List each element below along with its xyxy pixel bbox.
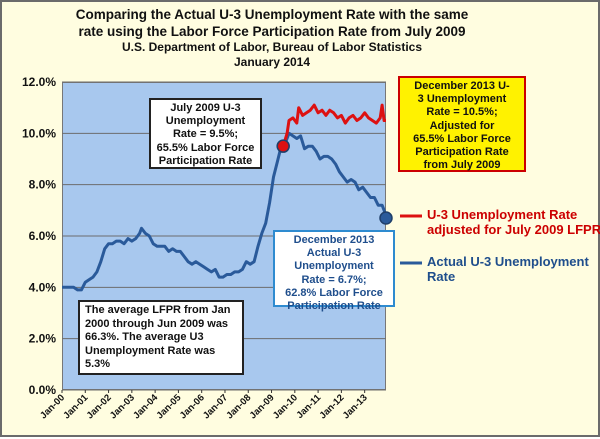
annotation-dec-2013-adjusted: December 2013 U- 3 Unemployment Rate = 1… bbox=[398, 76, 526, 172]
annotation-dec-2013-actual: December 2013 Actual U-3 Unemployment Ra… bbox=[273, 230, 395, 312]
series-line-adjusted bbox=[281, 103, 386, 147]
x-tick-label: Jan-10 bbox=[271, 392, 300, 421]
x-tick-label: Jan-07 bbox=[201, 392, 230, 421]
y-tick-label: 12.0% bbox=[22, 75, 56, 89]
x-tick-label: Jan-02 bbox=[85, 392, 114, 421]
chart-subtitle-date: January 2014 bbox=[233, 55, 311, 69]
y-tick-label: 10.0% bbox=[22, 126, 56, 140]
chart-title: Comparing the Actual U-3 Unemployment Ra… bbox=[75, 7, 469, 39]
x-tick-label: Jan-06 bbox=[178, 392, 207, 421]
annotation-lfpr-average: The average LFPR from Jan 2000 through J… bbox=[78, 300, 244, 375]
x-tick-label: Jan-01 bbox=[61, 392, 91, 422]
legend-label-adjusted: U-3 Unemployment Rate adjusted for July … bbox=[427, 207, 600, 237]
chart-subtitle-source: U.S. Department of Labor, Bureau of Labo… bbox=[121, 40, 423, 54]
x-tick-label: Jan-08 bbox=[224, 392, 253, 421]
x-tick-label: Jan-13 bbox=[341, 392, 370, 421]
series-line-actual bbox=[62, 131, 388, 292]
x-tick-label: Jan-12 bbox=[317, 392, 346, 421]
marker-dec-2013 bbox=[379, 211, 393, 225]
y-tick-label: 2.0% bbox=[29, 332, 57, 346]
chart-title-block: Comparing the Actual U-3 Unemployment Ra… bbox=[42, 6, 502, 70]
x-tick-label: Jan-04 bbox=[131, 392, 161, 422]
y-tick-label: 8.0% bbox=[29, 178, 57, 192]
y-tick-label: 0.0% bbox=[29, 383, 57, 397]
marker-jul-2009 bbox=[276, 139, 290, 153]
x-tick-label: Jan-09 bbox=[248, 392, 277, 421]
annotation-july-2009: July 2009 U-3 Unemployment Rate = 9.5%; … bbox=[149, 98, 262, 169]
x-tick-label: Jan-03 bbox=[108, 392, 137, 421]
x-tick-label: Jan-05 bbox=[154, 392, 184, 422]
legend-label-actual: Actual U-3 Unemployment Rate bbox=[427, 254, 589, 284]
y-tick-label: 6.0% bbox=[29, 229, 57, 243]
y-tick-label: 4.0% bbox=[29, 280, 57, 294]
